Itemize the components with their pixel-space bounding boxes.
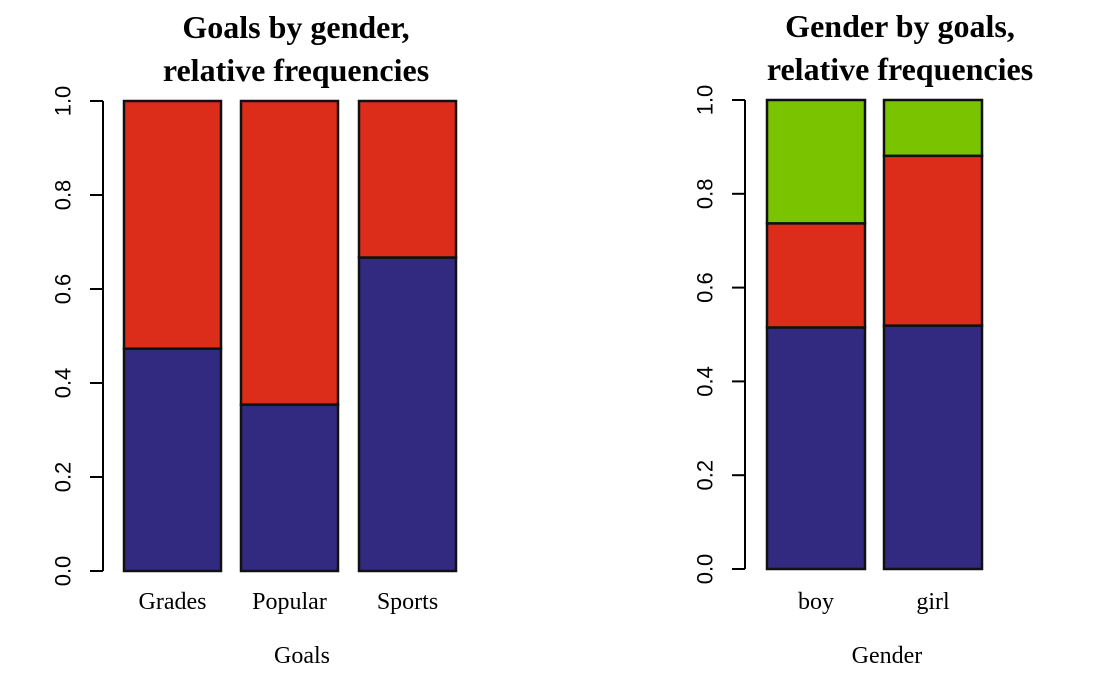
y-tick-label: 1.0 [51,86,76,117]
chart-gender-by-goals: Gender by goals, relative frequencies 0.0 0… [693,8,1034,669]
bar-grades-segment-2 [122,99,223,350]
y-tick-label: 0.8 [51,180,76,211]
bar-grades-segment-1 [122,347,223,573]
bar-sports-segment-2 [357,99,458,259]
bar-boy-segment-2 [765,222,867,329]
x-axis-label: Gender [852,643,923,669]
x-tick-label-grades: Grades [139,589,207,615]
y-tick-label: 0.0 [693,554,718,585]
bar-sports-segment-1 [357,256,458,573]
bar-girl-segment-1 [882,324,984,571]
y-tick-label: 0.0 [51,556,76,587]
bar-boy-segment-3 [765,98,867,225]
bar-popular-segment-2 [239,99,340,406]
chart-title-line-1: Gender by goals, [785,8,1015,44]
y-tick-label: 0.2 [693,460,718,491]
y-tick-label: 0.8 [693,179,718,210]
chart-title-line-1: Goals by gender, [182,9,409,45]
bar-popular-segment-1 [239,403,340,573]
y-tick-label: 0.6 [51,274,76,305]
x-axis-label: Goals [274,643,330,669]
chart-goals-by-gender: Goals by gender, relative frequencies 0.0 0… [51,9,458,669]
y-tick-label: 0.4 [51,368,76,399]
x-tick-label-popular: Popular [252,589,327,615]
bar-girl-segment-3 [882,98,984,158]
x-tick-label-boy: boy [798,589,834,615]
bar-boy-segment-1 [765,326,867,571]
y-tick-label: 0.2 [51,462,76,493]
chart-title-line-2: relative frequencies [163,52,429,88]
y-tick-label: 0.6 [693,272,718,303]
bar-girl-segment-2 [882,154,984,327]
y-tick-label: 1.0 [693,85,718,116]
y-tick-label: 0.4 [693,366,718,397]
chart-title-line-2: relative frequencies [767,51,1033,87]
x-tick-label-sports: Sports [377,589,438,615]
x-tick-label-girl: girl [916,589,950,615]
